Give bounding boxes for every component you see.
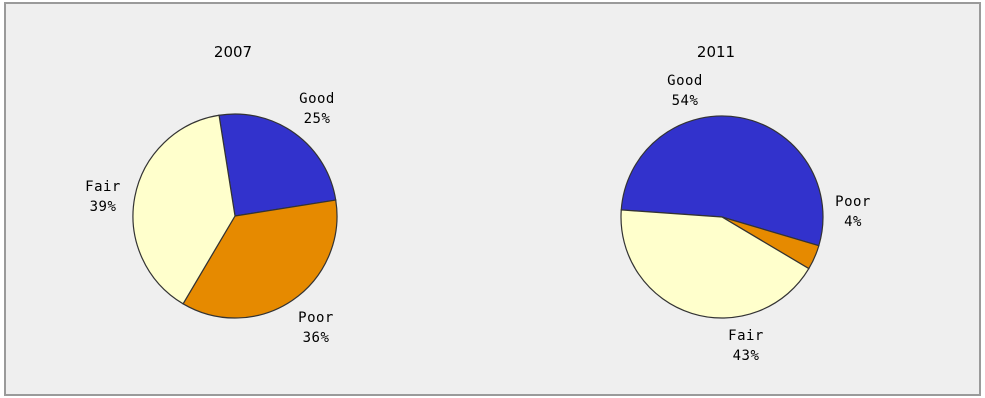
slice-pct-poor: 36%	[303, 330, 330, 346]
slice-label-poor: Poor	[298, 310, 334, 326]
chart-title: 2007	[214, 43, 252, 61]
pie-slice-fair	[132, 114, 236, 305]
slice-pct-good: 25%	[304, 111, 331, 127]
slice-pct-fair: 39%	[90, 199, 117, 215]
slice-label-poor: Poor	[835, 194, 871, 210]
pie-slice-fair	[620, 209, 810, 319]
slice-label-good: Good	[299, 91, 335, 107]
slice-label-fair: Fair	[728, 328, 764, 344]
chart-title: 2011	[697, 43, 735, 61]
pie-chart-2011: 2011 Good 54% Poor 4% Fair 43%	[620, 43, 871, 364]
slice-pct-fair: 43%	[733, 348, 760, 364]
pie-slice-poor	[182, 199, 338, 319]
slice-pct-poor: 4%	[844, 214, 862, 230]
pie-chart-2007: 2007 Good 25% Poor 36% Fair 39%	[85, 43, 338, 346]
slice-pct-good: 54%	[672, 93, 699, 109]
slice-label-fair: Fair	[85, 179, 121, 195]
pie-slice-good	[218, 113, 337, 217]
slice-label-good: Good	[667, 73, 703, 89]
